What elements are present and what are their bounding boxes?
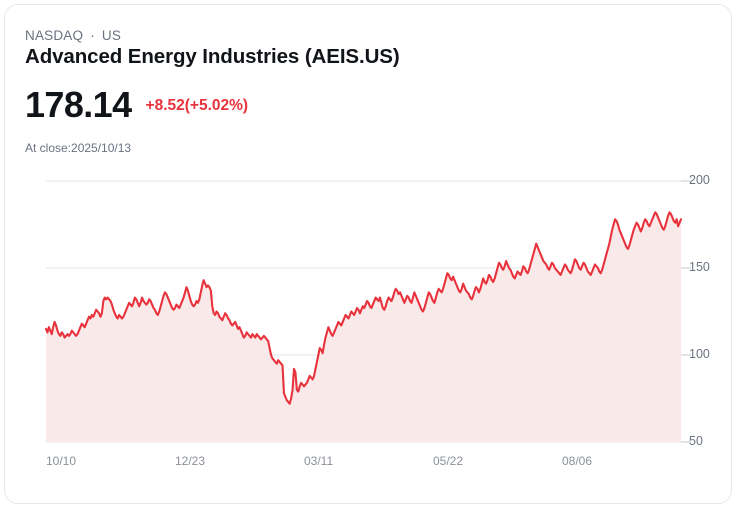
chart-axis-ticks (681, 180, 691, 443)
chart-line (44, 211, 683, 405)
chart-area-fill (46, 212, 681, 442)
price-chart[interactable]: 200 150 100 50 10/10 12/23 03/11 05/22 08/06 (5, 165, 731, 475)
quote-card: NASDAQ · US Advanced Energy Industries (AE… (4, 4, 732, 504)
x-axis-tick-label: 08/06 (562, 454, 593, 468)
market-status-note: At close:2025/10/13 (25, 141, 132, 155)
x-axis-tick-label: 12/23 (175, 454, 206, 468)
exchange-name: NASDAQ (25, 27, 84, 43)
y-axis-tick-label: 50 (689, 434, 703, 448)
page-title: Advanced Energy Industries (AEIS.US) (25, 45, 400, 68)
price-change: +8.52(+5.02%) (145, 97, 249, 114)
last-price: 178.14 (25, 84, 132, 125)
exchange-region-row: NASDAQ · US (25, 27, 121, 43)
y-axis-tick-label: 200 (689, 173, 710, 187)
y-axis-tick-label: 100 (689, 347, 710, 361)
exchange-separator: · (90, 27, 95, 43)
x-axis-tick-label: 03/11 (304, 454, 334, 468)
market-region: US (101, 27, 122, 43)
y-axis-tick-label: 150 (689, 260, 710, 274)
price-row: 178.14 +8.52(+5.02%) (25, 84, 248, 128)
x-axis-tick-label: 10/10 (46, 454, 77, 468)
x-axis-tick-label: 05/22 (433, 454, 464, 468)
price-chart-svg (44, 180, 691, 443)
